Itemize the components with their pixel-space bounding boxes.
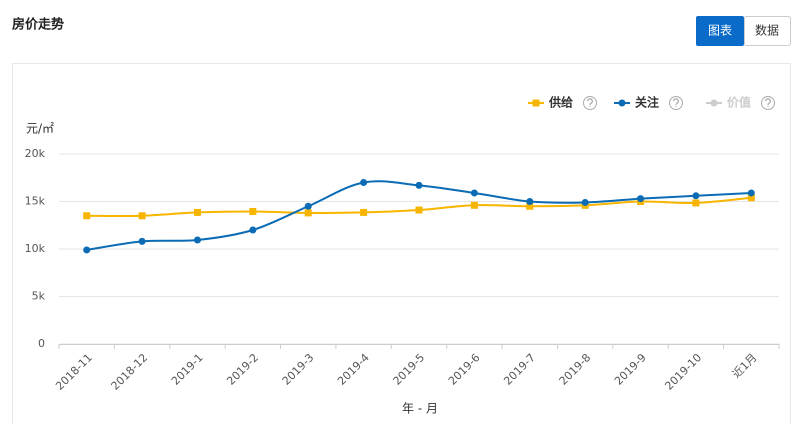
- point: [83, 246, 91, 254]
- x-axis-label: 年 - 月: [402, 402, 438, 416]
- help-icon-mark: [765, 98, 771, 108]
- point: [747, 194, 755, 202]
- page-title: 房价走势: [12, 17, 64, 33]
- legend-marker: [618, 99, 626, 107]
- tab-chart[interactable]: [696, 16, 744, 46]
- legend-label: 供给: [548, 95, 573, 110]
- y-tick-label: 20k: [25, 147, 46, 160]
- point: [415, 206, 423, 214]
- point: [692, 192, 700, 200]
- point: [138, 212, 146, 220]
- y-tick-label: 0: [38, 337, 45, 350]
- point: [249, 207, 257, 215]
- tab-chart-label[interactable]: 图表: [708, 24, 732, 38]
- point: [83, 212, 91, 220]
- help-icon-mark: [587, 98, 593, 108]
- y-tick-label: 15k: [25, 195, 46, 208]
- point: [692, 199, 700, 207]
- y-unit: 元/㎡: [26, 122, 54, 136]
- point: [304, 209, 312, 217]
- chart-card: [12, 63, 791, 428]
- legend-marker: [532, 99, 540, 107]
- legend-marker: [710, 99, 718, 107]
- help-icon-mark: [673, 98, 679, 108]
- help-icon: [761, 96, 775, 110]
- point: [193, 208, 201, 216]
- point: [138, 237, 146, 245]
- help-icon: [583, 96, 597, 110]
- tab-data-label[interactable]: 数据: [755, 23, 779, 38]
- point: [360, 208, 368, 216]
- legend-label: 价值: [727, 95, 751, 110]
- legend-label: 关注: [635, 95, 659, 110]
- y-tick-label: 5k: [32, 290, 46, 303]
- point: [360, 179, 368, 186]
- point: [193, 236, 201, 244]
- point: [470, 189, 478, 197]
- point: [526, 198, 534, 205]
- point: [637, 195, 645, 203]
- point: [470, 201, 478, 209]
- help-icon: [669, 96, 683, 110]
- y-tick-label: 10k: [25, 242, 46, 255]
- point: [581, 198, 589, 206]
- point: [304, 202, 312, 210]
- point: [526, 202, 534, 210]
- tab-data[interactable]: [744, 16, 791, 46]
- point: [747, 189, 755, 197]
- point: [249, 226, 257, 234]
- point: [415, 181, 423, 189]
